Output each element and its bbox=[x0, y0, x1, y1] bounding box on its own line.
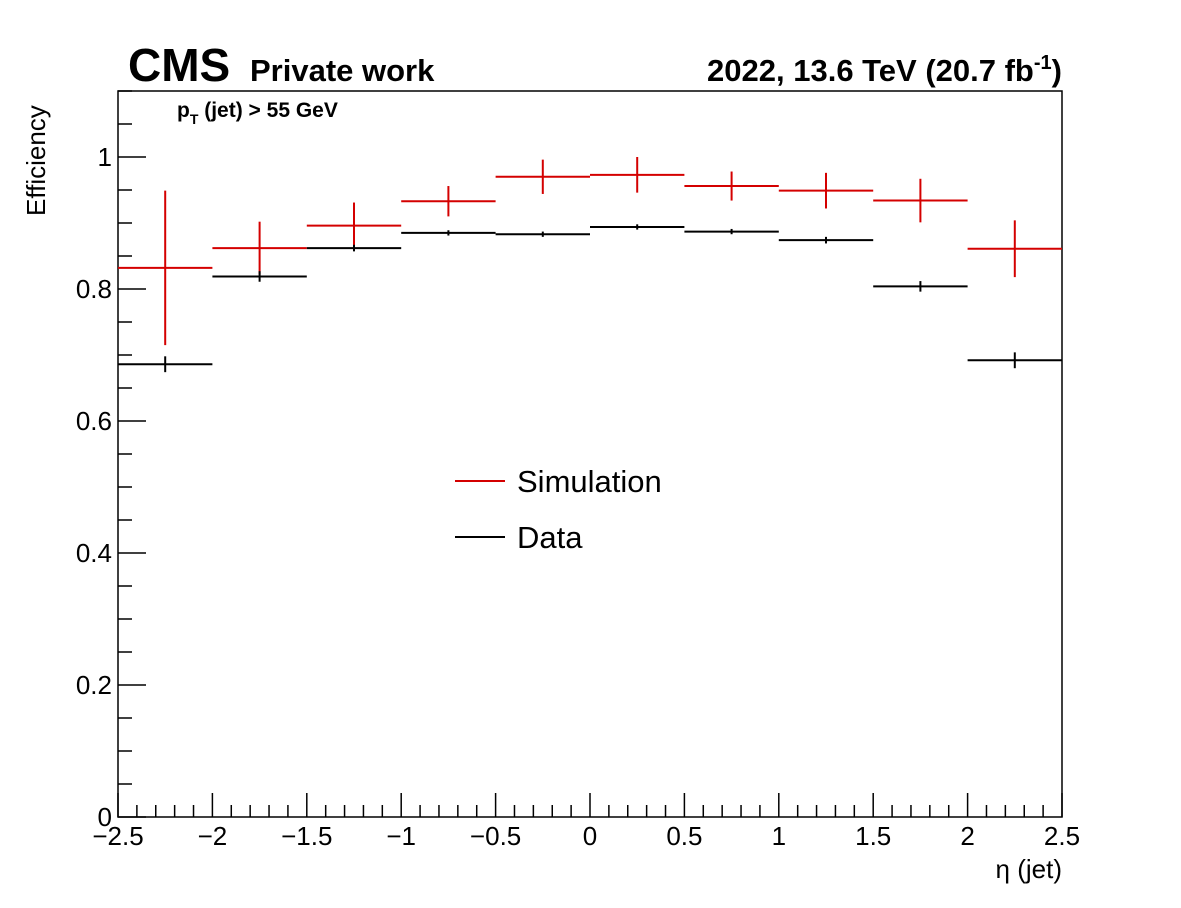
series-data bbox=[118, 224, 1062, 373]
legend-simulation-label: Simulation bbox=[517, 464, 662, 499]
y-tick-label: 0.4 bbox=[76, 538, 112, 568]
x-tick-label: 1.5 bbox=[855, 821, 891, 851]
x-tick-label: 2.5 bbox=[1044, 821, 1080, 851]
cut-label-sub: T bbox=[190, 111, 199, 127]
legend: Simulation Data bbox=[455, 464, 662, 555]
x-tick-label: 1 bbox=[772, 821, 786, 851]
x-axis-title: η (jet) bbox=[996, 854, 1062, 884]
x-axis: −2.5 −2 −1.5 −1 −0.5 0 0.5 1 1.5 2 2.5 bbox=[92, 793, 1080, 851]
lumi-prefix: 2022, 13.6 TeV (20.7 fb bbox=[707, 53, 1034, 88]
x-tick-label: −1.5 bbox=[281, 821, 332, 851]
x-tick-label: −1 bbox=[386, 821, 416, 851]
x-tick-label: 0 bbox=[583, 821, 597, 851]
x-tick-label: −2 bbox=[198, 821, 228, 851]
lumi-label: 2022, 13.6 TeV (20.7 fb-1) bbox=[707, 52, 1062, 88]
y-tick-label: 0 bbox=[98, 802, 112, 832]
y-tick-label: 1 bbox=[98, 142, 112, 172]
y-axis-title: Efficiency bbox=[21, 105, 51, 216]
cms-label: CMS bbox=[128, 39, 230, 91]
y-axis: 0 0.2 0.4 0.6 0.8 1 bbox=[76, 90, 146, 832]
y-tick-label: 0.6 bbox=[76, 406, 112, 436]
cut-label-rest: (jet) > 55 GeV bbox=[198, 99, 337, 122]
y-tick-label: 0.8 bbox=[76, 274, 112, 304]
y-tick-label: 0.2 bbox=[76, 670, 112, 700]
status-label: Private work bbox=[250, 53, 435, 88]
cut-label-p: p bbox=[177, 99, 190, 122]
series-simulation bbox=[118, 157, 1062, 346]
cut-label: pT (jet) > 55 GeV bbox=[177, 99, 338, 127]
lumi-exponent: -1 bbox=[1034, 52, 1052, 74]
x-tick-label: 0.5 bbox=[666, 821, 702, 851]
x-tick-label: −0.5 bbox=[470, 821, 521, 851]
legend-data-label: Data bbox=[517, 520, 583, 555]
lumi-suffix: ) bbox=[1052, 53, 1062, 88]
series-layer bbox=[118, 157, 1062, 373]
x-tick-label: 2 bbox=[960, 821, 974, 851]
x-tick-label: −2.5 bbox=[92, 821, 143, 851]
